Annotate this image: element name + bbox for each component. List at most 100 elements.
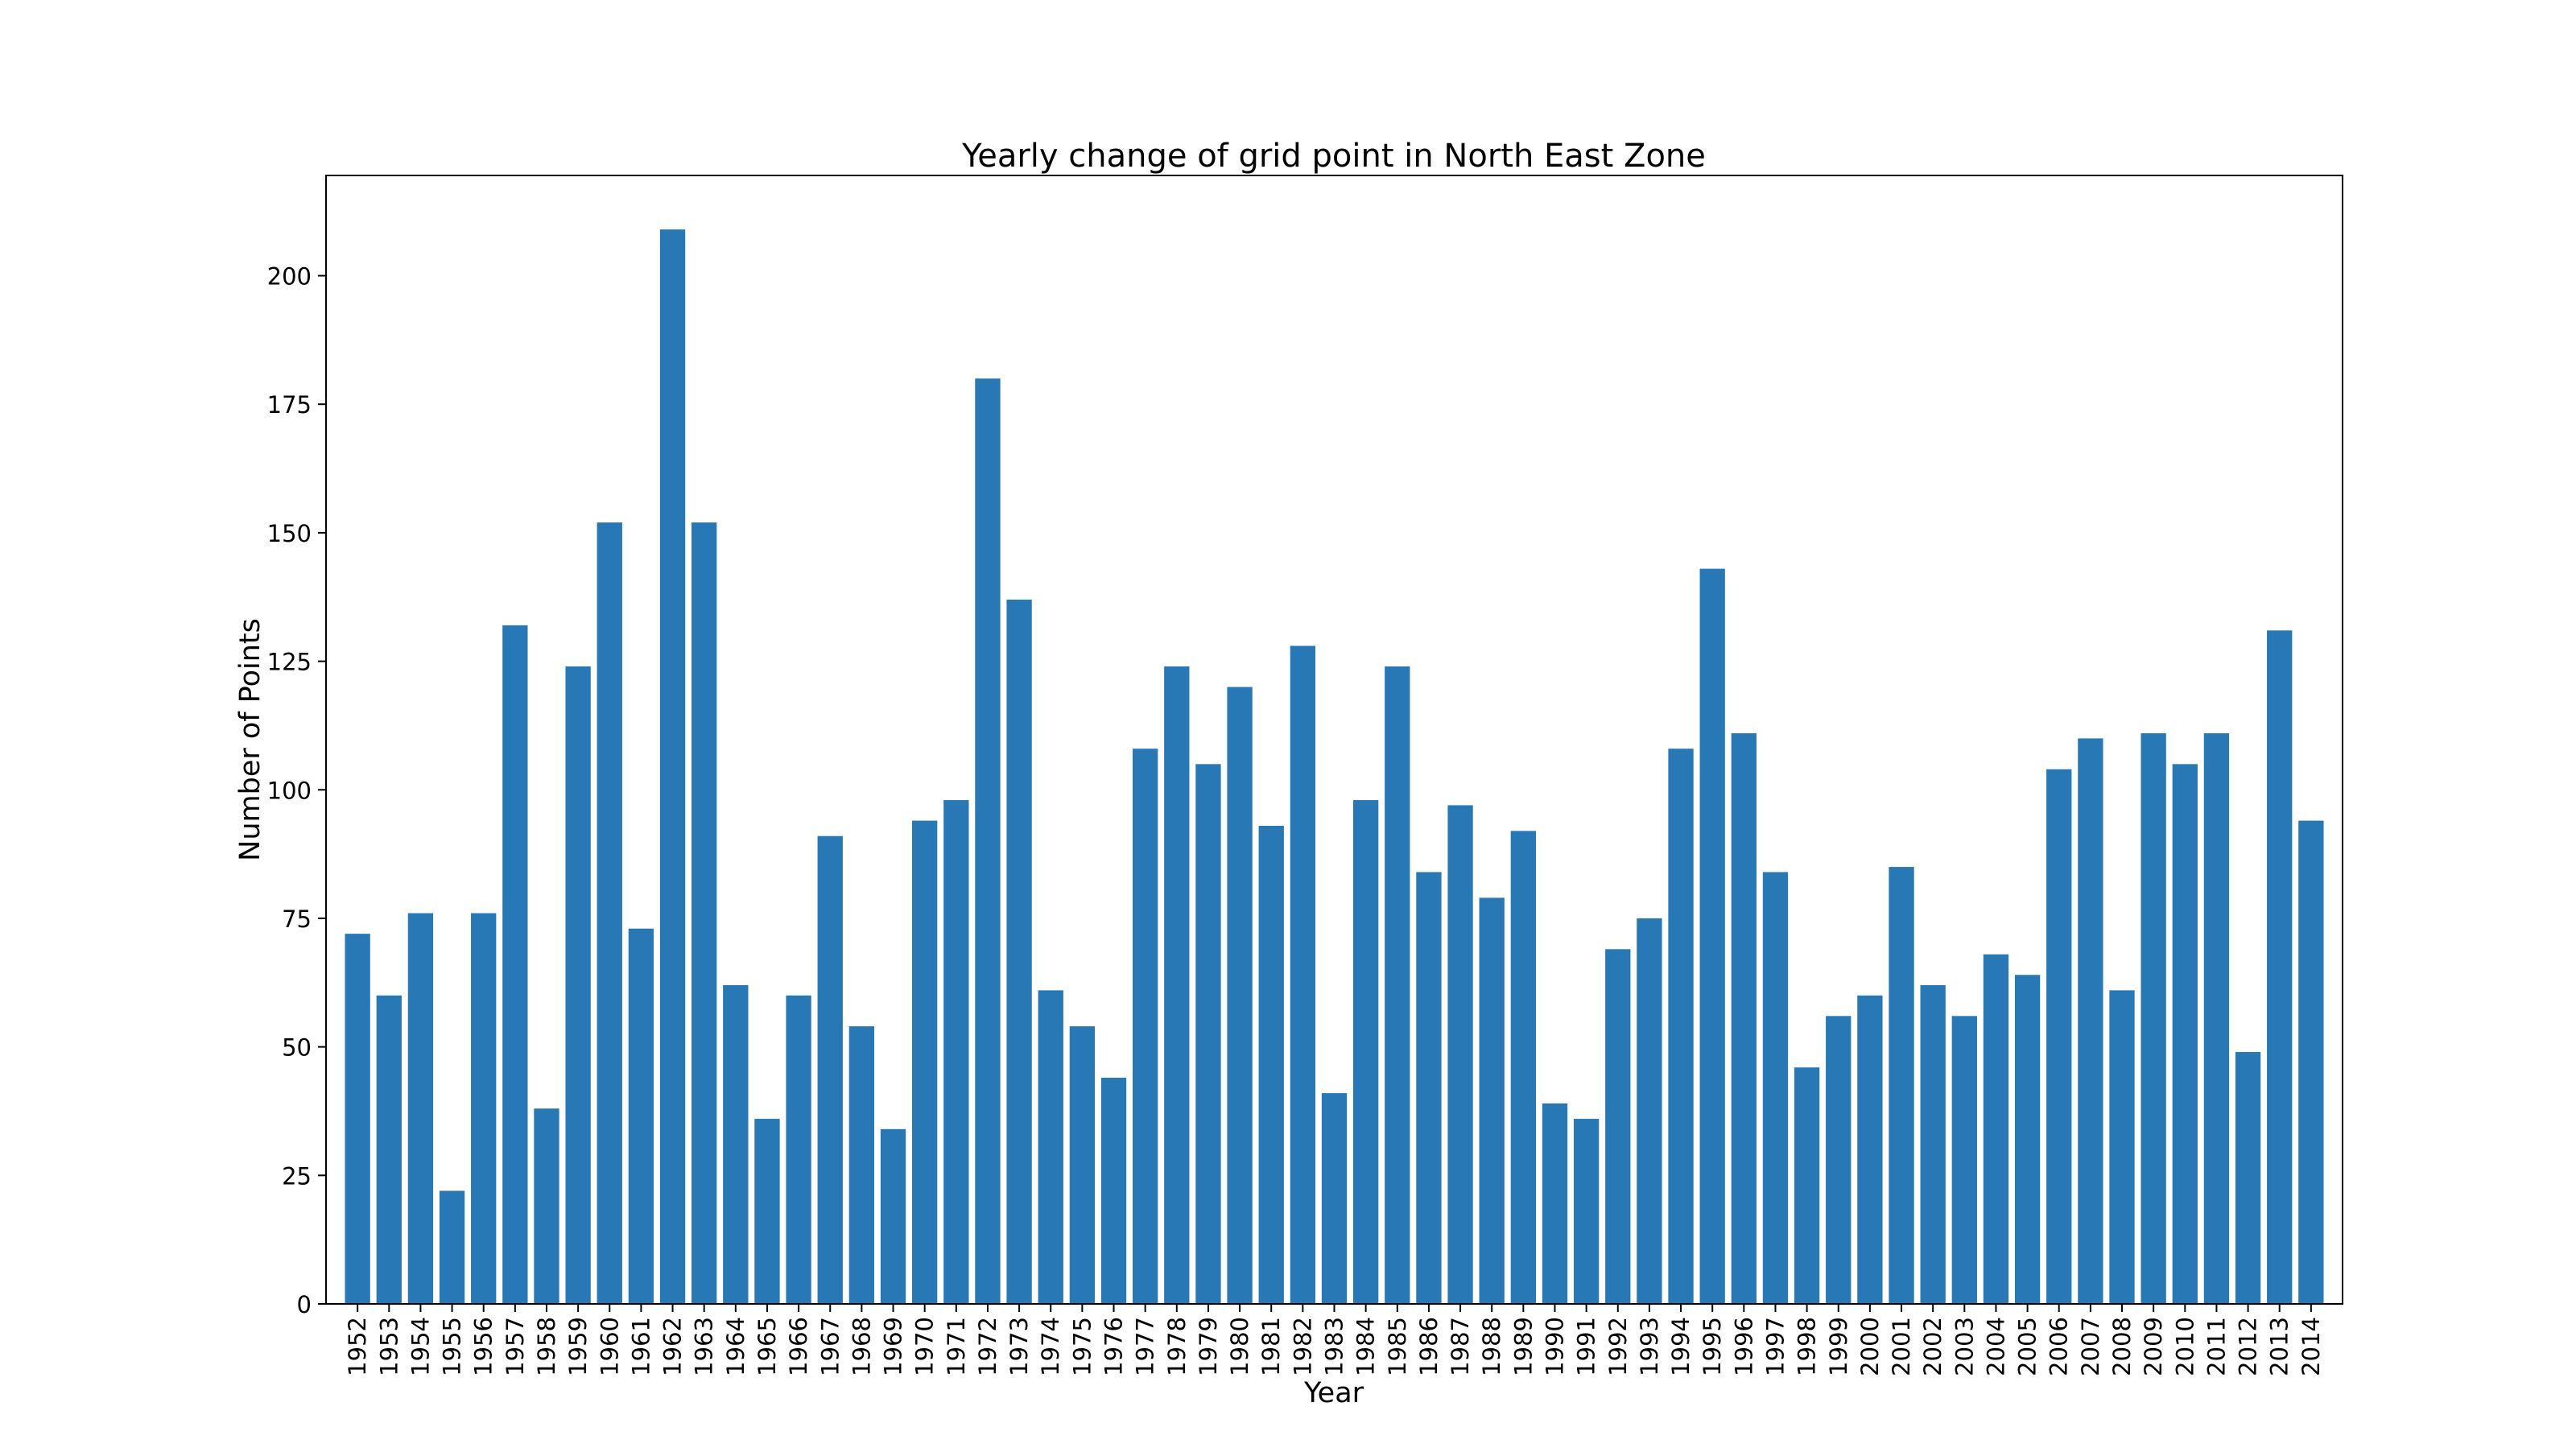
bar-1978 bbox=[1164, 666, 1190, 1304]
bar-1995 bbox=[1699, 568, 1725, 1304]
bar-1957 bbox=[502, 625, 528, 1304]
y-tick-label: 125 bbox=[267, 649, 312, 676]
bar-1996 bbox=[1731, 733, 1757, 1304]
bar-1971 bbox=[943, 800, 969, 1304]
bar-1955 bbox=[439, 1190, 465, 1304]
x-tick-label: 2011 bbox=[2202, 1317, 2230, 1376]
x-tick-label: 1957 bbox=[502, 1317, 529, 1376]
bar-2013 bbox=[2267, 630, 2293, 1304]
bar-1970 bbox=[912, 820, 938, 1304]
x-tick-label: 1969 bbox=[880, 1317, 907, 1376]
bar-1965 bbox=[754, 1119, 780, 1304]
bar-1984 bbox=[1352, 800, 1379, 1304]
bar-1966 bbox=[786, 995, 811, 1304]
bar-2012 bbox=[2235, 1052, 2261, 1304]
x-tick-label: 1986 bbox=[1415, 1317, 1443, 1376]
bar-1953 bbox=[376, 995, 402, 1304]
x-tick-label: 2014 bbox=[2297, 1317, 2325, 1376]
bar-1974 bbox=[1038, 990, 1063, 1304]
x-tick-label: 1979 bbox=[1195, 1317, 1222, 1376]
bar-1960 bbox=[597, 522, 622, 1304]
x-tick-label: 1990 bbox=[1541, 1317, 1568, 1376]
x-tick-label: 1971 bbox=[943, 1317, 970, 1376]
x-tick-label: 1962 bbox=[659, 1317, 687, 1376]
x-tick-label: 1975 bbox=[1068, 1317, 1096, 1376]
bar-1973 bbox=[1006, 599, 1032, 1304]
bar-1958 bbox=[534, 1108, 559, 1304]
bar-1969 bbox=[880, 1128, 906, 1304]
x-axis-label: Year bbox=[1303, 1377, 1364, 1409]
x-tick-label: 1974 bbox=[1037, 1317, 1064, 1376]
bar-2006 bbox=[2046, 769, 2072, 1304]
bar-1999 bbox=[1826, 1016, 1852, 1304]
x-tick-label: 1994 bbox=[1667, 1317, 1695, 1376]
bar-1998 bbox=[1794, 1067, 1820, 1304]
bar-1956 bbox=[471, 913, 497, 1304]
x-tick-label: 2012 bbox=[2235, 1317, 2262, 1376]
x-tick-label: 2013 bbox=[2266, 1317, 2293, 1376]
x-tick-label: 1973 bbox=[1005, 1317, 1033, 1376]
y-axis-label: Number of Points bbox=[234, 618, 266, 861]
bar-1988 bbox=[1479, 897, 1505, 1304]
x-tick-label: 1952 bbox=[344, 1317, 371, 1376]
x-tick-label: 1982 bbox=[1289, 1317, 1316, 1376]
y-tick-label: 150 bbox=[267, 520, 312, 547]
x-tick-label: 1958 bbox=[533, 1317, 560, 1376]
x-tick-label: 1963 bbox=[691, 1317, 718, 1376]
x-tick-label: 2007 bbox=[2077, 1317, 2104, 1376]
bar-1972 bbox=[975, 378, 1001, 1304]
bar-1963 bbox=[691, 522, 717, 1304]
x-tick-label: 1995 bbox=[1699, 1317, 1726, 1376]
bar-1994 bbox=[1668, 749, 1694, 1304]
x-tick-label: 1976 bbox=[1100, 1317, 1128, 1376]
bar-1952 bbox=[345, 934, 370, 1304]
bar-2002 bbox=[1920, 984, 1946, 1304]
bar-1981 bbox=[1258, 825, 1284, 1304]
x-tick-label: 2002 bbox=[1919, 1317, 1946, 1376]
x-tick-label: 1991 bbox=[1573, 1317, 1600, 1376]
bar-1986 bbox=[1416, 872, 1442, 1304]
x-tick-label: 1970 bbox=[911, 1317, 939, 1376]
bar-1990 bbox=[1542, 1103, 1568, 1304]
x-tick-label: 1968 bbox=[848, 1317, 875, 1376]
bar-2005 bbox=[2014, 975, 2041, 1304]
bar-2003 bbox=[1951, 1016, 1977, 1304]
x-tick-label: 2004 bbox=[1982, 1317, 2009, 1376]
bar-2014 bbox=[2298, 820, 2324, 1304]
x-tick-label: 1983 bbox=[1321, 1317, 1348, 1376]
x-tick-label: 1954 bbox=[407, 1317, 434, 1376]
y-tick-label: 175 bbox=[267, 391, 312, 419]
bar-1961 bbox=[628, 928, 654, 1304]
bar-1989 bbox=[1510, 831, 1536, 1304]
x-tick-label: 1955 bbox=[439, 1317, 466, 1376]
x-tick-label: 1959 bbox=[564, 1317, 592, 1376]
y-tick-label: 100 bbox=[267, 777, 312, 804]
bar-2007 bbox=[2078, 738, 2103, 1304]
x-tick-label: 1987 bbox=[1447, 1317, 1474, 1376]
x-tick-label: 2010 bbox=[2171, 1317, 2198, 1376]
x-tick-label: 1981 bbox=[1257, 1317, 1285, 1376]
bar-1985 bbox=[1385, 666, 1410, 1304]
bar-1993 bbox=[1637, 918, 1662, 1304]
x-tick-label: 1972 bbox=[974, 1317, 1001, 1376]
x-tick-label: 1984 bbox=[1352, 1317, 1380, 1376]
bar-1982 bbox=[1290, 646, 1316, 1304]
x-tick-label: 1964 bbox=[722, 1317, 749, 1376]
chart-title: Yearly change of grid point in North Eas… bbox=[961, 138, 1706, 175]
bar-2001 bbox=[1889, 867, 1914, 1304]
y-tick-label: 200 bbox=[267, 263, 312, 291]
bar-1954 bbox=[407, 913, 434, 1304]
x-tick-label: 1965 bbox=[753, 1317, 781, 1376]
bar-1991 bbox=[1573, 1119, 1600, 1304]
x-tick-label: 1988 bbox=[1478, 1317, 1505, 1376]
x-tick-label: 1998 bbox=[1794, 1317, 1821, 1376]
x-tick-label: 1985 bbox=[1384, 1317, 1411, 1376]
bar-1964 bbox=[723, 984, 749, 1304]
y-tick-label: 25 bbox=[282, 1162, 312, 1190]
bar-1977 bbox=[1133, 749, 1158, 1304]
plot-frame bbox=[325, 175, 2343, 1305]
y-tick-label: 0 bbox=[297, 1291, 312, 1318]
bar-1962 bbox=[659, 229, 686, 1304]
